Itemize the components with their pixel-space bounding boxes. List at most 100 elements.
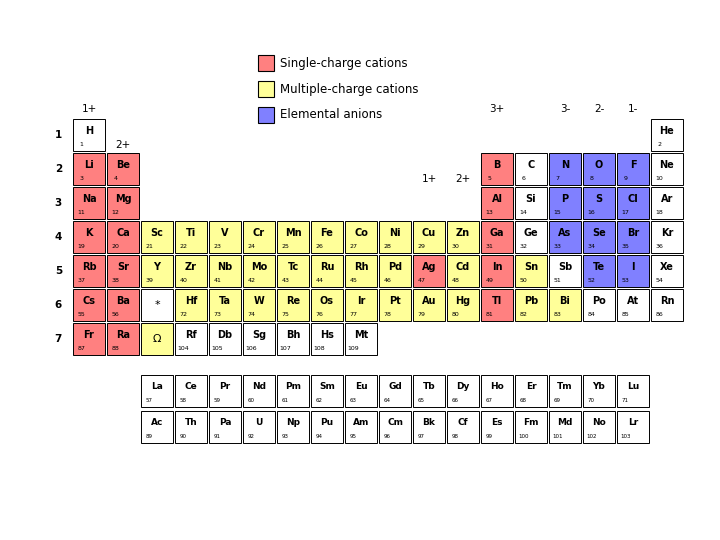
- Text: Sc: Sc: [150, 228, 163, 238]
- Bar: [277, 323, 309, 355]
- Text: Ar: Ar: [661, 194, 673, 204]
- Bar: [311, 375, 343, 407]
- Text: 62: 62: [316, 398, 323, 403]
- Text: 47: 47: [418, 278, 426, 283]
- Text: 18: 18: [656, 210, 663, 215]
- Text: Be: Be: [116, 160, 130, 170]
- Text: 34: 34: [588, 244, 595, 249]
- Text: Mn: Mn: [284, 228, 301, 238]
- Text: 1: 1: [55, 130, 62, 140]
- Text: 66: 66: [452, 398, 459, 403]
- Bar: [345, 221, 377, 253]
- Text: 2-: 2-: [594, 104, 604, 114]
- Text: Cm: Cm: [387, 418, 403, 428]
- Text: Eu: Eu: [355, 382, 367, 392]
- Text: 36: 36: [656, 244, 663, 249]
- Text: 108: 108: [314, 346, 325, 351]
- Bar: [379, 411, 411, 443]
- Bar: [141, 255, 173, 287]
- Bar: [617, 411, 649, 443]
- Text: Th: Th: [184, 418, 197, 428]
- Text: 97: 97: [418, 434, 425, 439]
- Text: 44: 44: [315, 278, 323, 283]
- Text: 86: 86: [656, 312, 663, 317]
- Bar: [481, 153, 513, 185]
- Bar: [481, 289, 513, 321]
- Bar: [243, 411, 275, 443]
- Bar: [617, 153, 649, 185]
- Bar: [311, 289, 343, 321]
- Text: 88: 88: [112, 346, 120, 351]
- Text: 14: 14: [520, 210, 528, 215]
- Text: Pm: Pm: [285, 382, 301, 392]
- Text: Y: Y: [153, 262, 161, 272]
- Text: Yb: Yb: [593, 382, 606, 392]
- Bar: [583, 411, 615, 443]
- Text: 11: 11: [78, 210, 86, 215]
- Text: Br: Br: [627, 228, 639, 238]
- Text: Li: Li: [84, 160, 94, 170]
- Bar: [107, 187, 139, 219]
- Text: No: No: [592, 418, 606, 428]
- Bar: [73, 221, 105, 253]
- Text: Lr: Lr: [628, 418, 638, 428]
- Text: Hg: Hg: [456, 296, 471, 306]
- Text: Os: Os: [320, 296, 334, 306]
- Text: Zn: Zn: [456, 228, 470, 238]
- Text: Nb: Nb: [217, 262, 233, 272]
- Text: 16: 16: [588, 210, 595, 215]
- Bar: [481, 375, 513, 407]
- Bar: [345, 289, 377, 321]
- Text: 8: 8: [590, 176, 593, 181]
- Bar: [413, 289, 445, 321]
- Text: Ge: Ge: [523, 228, 539, 238]
- Text: Tm: Tm: [557, 382, 573, 392]
- Text: Bh: Bh: [286, 330, 300, 340]
- Text: Bk: Bk: [423, 418, 436, 428]
- Bar: [141, 375, 173, 407]
- Text: Sb: Sb: [558, 262, 572, 272]
- Text: 106: 106: [246, 346, 257, 351]
- Text: Kr: Kr: [661, 228, 673, 238]
- Text: 1+: 1+: [421, 174, 436, 184]
- Text: N: N: [561, 160, 569, 170]
- Text: K: K: [85, 228, 93, 238]
- Text: 74: 74: [248, 312, 256, 317]
- Text: 53: 53: [621, 278, 629, 283]
- Text: 67: 67: [486, 398, 493, 403]
- Bar: [277, 375, 309, 407]
- Text: Xe: Xe: [660, 262, 674, 272]
- Text: Ga: Ga: [490, 228, 504, 238]
- Text: 21: 21: [145, 244, 153, 249]
- Bar: [447, 255, 479, 287]
- Bar: [515, 411, 547, 443]
- Text: Ne: Ne: [660, 160, 675, 170]
- Text: 102: 102: [586, 434, 597, 439]
- Text: Pt: Pt: [389, 296, 401, 306]
- Text: 42: 42: [248, 278, 256, 283]
- Text: 22: 22: [179, 244, 187, 249]
- Bar: [311, 411, 343, 443]
- Text: Hs: Hs: [320, 330, 334, 340]
- Text: Ω: Ω: [153, 334, 161, 344]
- Text: W: W: [253, 296, 264, 306]
- Text: Ba: Ba: [116, 296, 130, 306]
- Bar: [243, 323, 275, 355]
- Bar: [379, 221, 411, 253]
- Text: 95: 95: [350, 434, 357, 439]
- Text: Nd: Nd: [252, 382, 266, 392]
- Text: 35: 35: [621, 244, 629, 249]
- Text: 56: 56: [112, 312, 120, 317]
- Bar: [107, 323, 139, 355]
- Text: Te: Te: [593, 262, 605, 272]
- Text: 91: 91: [214, 434, 221, 439]
- Bar: [73, 153, 105, 185]
- Text: Pu: Pu: [320, 418, 333, 428]
- Text: 5: 5: [55, 266, 62, 276]
- Bar: [73, 119, 105, 151]
- Text: 7: 7: [556, 176, 559, 181]
- Text: Zr: Zr: [185, 262, 197, 272]
- Bar: [549, 375, 581, 407]
- Text: Ir: Ir: [357, 296, 365, 306]
- Bar: [617, 375, 649, 407]
